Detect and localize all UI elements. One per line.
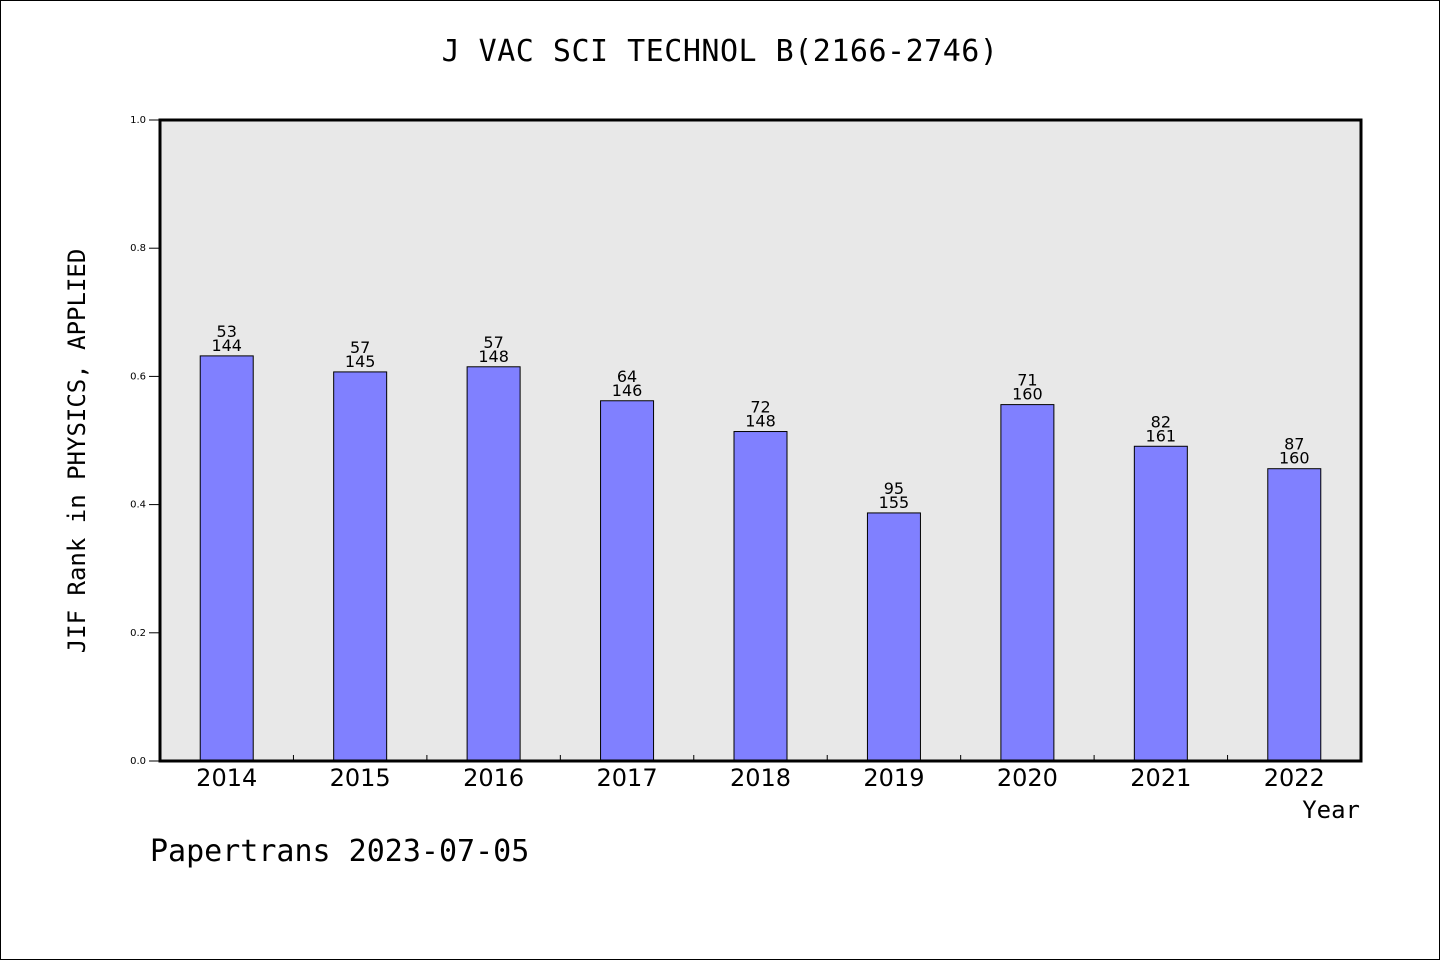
x-tick-label: 2019 — [863, 764, 924, 792]
bar-rank-label: 82 — [1151, 412, 1171, 431]
chart-title: J VAC SCI TECHNOL B(2166-2746) — [441, 34, 999, 69]
y-tick-label: 0.8 — [130, 243, 146, 254]
bar — [466, 366, 521, 762]
x-tick-label: 2021 — [1130, 764, 1191, 792]
y-tick-label: 1.0 — [130, 115, 146, 126]
bar-total-label: 160 — [1012, 385, 1043, 404]
bar-rank-label: 57 — [483, 333, 503, 352]
bar — [199, 355, 254, 762]
bar-total-label: 148 — [745, 412, 776, 431]
bar-rank-label: 57 — [350, 338, 370, 357]
bar-rank-label: 64 — [617, 367, 637, 386]
bar-total-label: 145 — [345, 352, 376, 371]
plot-border — [158, 118, 1363, 763]
bar-total-label: 144 — [211, 336, 242, 355]
x-tick-label: 2014 — [196, 764, 257, 792]
bar-rank-label: 95 — [884, 479, 904, 498]
y-tick-label: 0.0 — [130, 756, 146, 767]
bar-total-label: 148 — [478, 347, 509, 366]
bar-total-label: 146 — [612, 381, 643, 400]
x-tick-label: 2022 — [1264, 764, 1325, 792]
x-tick-label: 2015 — [330, 764, 391, 792]
bar-total-label: 161 — [1146, 426, 1177, 445]
y-tick-label: 0.4 — [130, 500, 146, 511]
bar-rank-label: 53 — [217, 322, 237, 341]
x-tick-label: 2016 — [463, 764, 524, 792]
bar — [600, 400, 655, 762]
x-axis-label: Year — [1302, 796, 1360, 824]
x-tick-label: 2020 — [997, 764, 1058, 792]
bar-total-label: 160 — [1279, 449, 1310, 468]
bar-rank-label: 71 — [1017, 371, 1037, 390]
bar-total-label: 155 — [879, 493, 910, 512]
bar — [1267, 468, 1322, 762]
bar — [1133, 445, 1188, 762]
bar — [733, 431, 788, 762]
bar — [866, 512, 921, 762]
bar — [1000, 404, 1055, 762]
y-tick-label: 0.2 — [130, 628, 146, 639]
x-tick-label: 2017 — [597, 764, 658, 792]
bar-rank-label: 72 — [750, 398, 770, 417]
x-tick-label: 2018 — [730, 764, 791, 792]
bar — [333, 371, 388, 762]
bar-rank-label: 87 — [1284, 435, 1304, 454]
footer-text: Papertrans 2023-07-05 — [150, 834, 530, 869]
y-tick-label: 0.6 — [130, 371, 146, 382]
